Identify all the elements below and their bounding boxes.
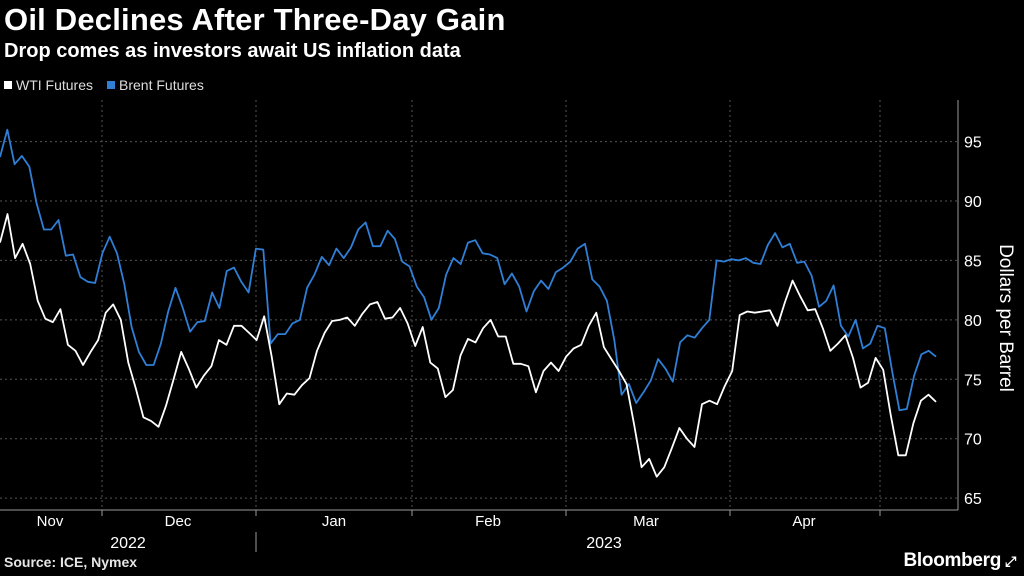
x-tick-label: Apr bbox=[792, 513, 815, 530]
legend-item-wti: WTI Futures bbox=[4, 77, 93, 93]
legend-item-brent: Brent Futures bbox=[107, 77, 204, 93]
brent-futures-line bbox=[0, 128, 937, 412]
legend-swatch-wti bbox=[4, 81, 12, 89]
grid-layer bbox=[0, 100, 958, 510]
bloomberg-logo: Bloomberg ⤢ bbox=[904, 550, 1017, 572]
source-note: Source: ICE, Nymex bbox=[4, 554, 138, 570]
y-tick-label: 65 bbox=[964, 491, 982, 508]
chart-legend: WTI Futures Brent Futures bbox=[4, 77, 204, 93]
x-tick-label: Mar bbox=[633, 513, 659, 530]
x-tick-label: Dec bbox=[165, 513, 192, 530]
y-tick-label: 95 bbox=[964, 135, 982, 152]
y-tick-label: 75 bbox=[964, 372, 982, 389]
x-tick-label: Nov bbox=[37, 513, 64, 530]
y-tick-label: 85 bbox=[964, 253, 982, 270]
y-tick-label: 90 bbox=[964, 194, 982, 211]
y-tick-label: 80 bbox=[964, 313, 982, 330]
brand-name: Bloomberg bbox=[903, 550, 1002, 571]
year-label: 2023 bbox=[586, 535, 622, 552]
legend-label-brent: Brent Futures bbox=[119, 77, 204, 93]
chart-title: Oil Declines After Three-Day Gain bbox=[4, 2, 506, 37]
legend-label-wti: WTI Futures bbox=[16, 77, 94, 93]
series-layer bbox=[0, 128, 937, 478]
y-axis-label: Dollars per Barrel bbox=[995, 244, 1016, 392]
legend-swatch-brent bbox=[107, 81, 116, 89]
wti-futures-line bbox=[0, 213, 937, 478]
chart-subtitle: Drop comes as investors await US inflati… bbox=[4, 40, 461, 62]
x-tick-label: Feb bbox=[475, 513, 501, 530]
axis-layer: 65 70 75 80 85 90 95 Nov Dec Jan Feb Mar Apr 2022 2023 bbox=[0, 100, 982, 552]
y-tick-label: 70 bbox=[964, 432, 982, 449]
year-label: 2022 bbox=[110, 535, 146, 552]
x-tick-label: Jan bbox=[322, 513, 346, 530]
expand-arrow-icon: ⤢ bbox=[1005, 552, 1016, 569]
